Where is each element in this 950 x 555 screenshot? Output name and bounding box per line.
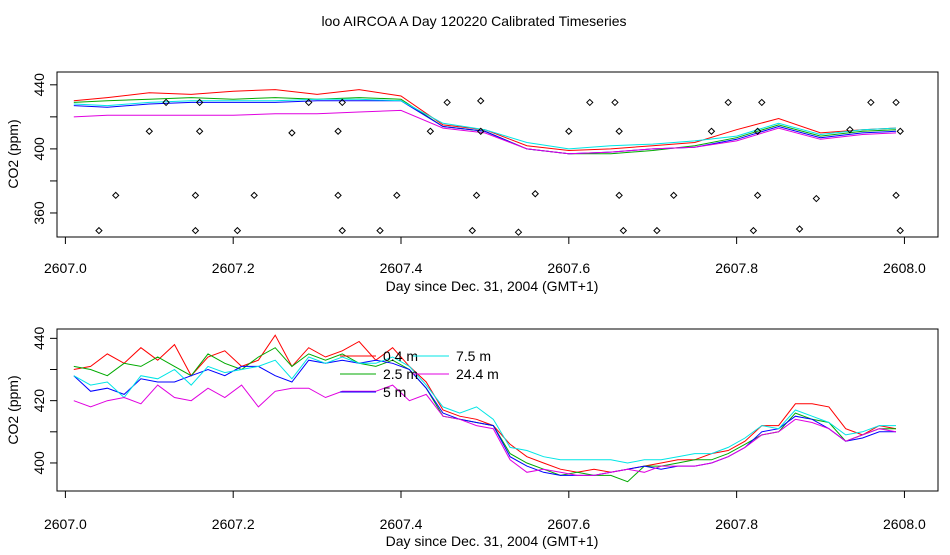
top-plot-panel: Day since Dec. 31, 2004 (GMT+1) CO2 (ppm…	[5, 71, 939, 294]
top-data-point	[195, 98, 204, 107]
top-x-tick-label: 2607.8	[715, 260, 758, 276]
bottom-series-line-5-mm	[73, 359, 896, 476]
top-data-point	[334, 191, 342, 200]
top-series-line-2-5-mm	[73, 97, 897, 155]
bottom-plot-frame	[56, 328, 939, 492]
top-y-axis-label: CO2 (ppm)	[5, 119, 21, 188]
top-data-point	[162, 98, 170, 107]
top-data-point	[376, 226, 384, 235]
top-data-point	[586, 98, 594, 107]
top-data-point	[145, 127, 154, 135]
bottom-y-axis-label: CO2 (ppm)	[5, 375, 21, 444]
top-data-point	[619, 226, 628, 235]
legend-label-2-5-mm: 2.5 m	[383, 366, 418, 382]
top-x-tick-label: 2607.2	[212, 260, 255, 276]
top-data-point	[305, 98, 313, 107]
top-series-line-7-5-mm	[73, 98, 897, 150]
top-data-point	[250, 191, 258, 200]
top-data-point	[892, 98, 900, 107]
top-data-point	[611, 98, 619, 107]
top-series-line-0-4-mm	[73, 89, 897, 152]
top-x-tick-label: 2607.6	[547, 260, 590, 276]
top-data-point	[112, 191, 120, 200]
top-y-tick-label: 400	[31, 137, 47, 161]
top-data-point	[724, 98, 732, 107]
top-data-point	[753, 127, 762, 135]
top-data-point	[334, 127, 342, 135]
bottom-y-tick-label: 420	[31, 389, 47, 413]
top-data-point	[195, 127, 204, 135]
top-data-point	[892, 191, 900, 200]
top-data-point	[615, 127, 623, 135]
top-data-point	[468, 226, 477, 235]
top-x-axis-label: Day since Dec. 31, 2004 (GMT+1)	[386, 278, 599, 294]
legend: 0.4 m 2.5 m 5 m 7.5 m 24.4 m	[340, 348, 499, 400]
bottom-x-tick-label: 2607.6	[547, 516, 590, 532]
top-data-point	[615, 191, 623, 200]
legend-label-5-mm: 5 m	[383, 384, 406, 400]
bottom-y-tick-label: 440	[31, 326, 47, 350]
top-data-point	[867, 98, 875, 107]
top-data-point	[707, 127, 716, 135]
top-data-point	[514, 228, 523, 236]
top-y-tick-label: 360	[31, 201, 47, 225]
top-data-point	[288, 129, 296, 137]
bottom-x-tick-label: 2607.8	[715, 516, 758, 532]
bottom-x-tick-label: 2607.2	[212, 516, 255, 532]
top-data-point	[191, 191, 200, 200]
top-y-tick-label: 440	[31, 73, 47, 97]
bottom-plot-panel: Day since Dec. 31, 2004 (GMT+1) CO2 (ppm…	[5, 326, 939, 549]
top-data-point	[338, 98, 346, 107]
top-data-point	[477, 97, 485, 105]
top-data-point	[758, 98, 766, 107]
top-data-point	[338, 226, 346, 235]
bottom-y-tick-label: 400	[31, 451, 47, 475]
top-data-point	[812, 194, 821, 203]
top-data-point	[896, 226, 904, 235]
top-data-point	[531, 190, 539, 198]
bottom-x-tick-label: 2607.4	[380, 516, 423, 532]
top-data-point	[426, 127, 435, 135]
top-x-tick-label: 2608.0	[883, 260, 926, 276]
bottom-x-tick-label: 2607.0	[44, 516, 87, 532]
top-data-point	[191, 226, 200, 235]
bottom-x-tick-label: 2608.0	[883, 516, 926, 532]
top-data-point	[896, 127, 904, 135]
top-data-point	[846, 125, 854, 134]
legend-label-24-4-mm: 24.4 m	[456, 366, 499, 382]
top-x-tick-label: 2607.0	[44, 260, 87, 276]
top-series-line-24-4-mm	[73, 109, 897, 155]
top-data-point	[753, 191, 762, 200]
top-data-point	[795, 225, 804, 233]
legend-label-7-5-mm: 7.5 m	[456, 348, 491, 364]
bottom-series-line-7-5-mm	[73, 356, 896, 464]
top-data-point	[443, 98, 451, 107]
top-data-point	[472, 191, 481, 200]
top-data-point	[393, 191, 401, 200]
top-data-point	[477, 127, 485, 135]
bottom-series-line-24-4-mm	[73, 384, 897, 476]
top-data-point	[233, 226, 242, 235]
top-data-point	[669, 191, 678, 200]
top-x-tick-label: 2607.4	[380, 260, 423, 276]
legend-label-0-4-mm: 0.4 m	[383, 348, 418, 364]
top-data-point	[565, 127, 573, 135]
top-plot-frame	[56, 71, 939, 238]
top-data-point	[749, 226, 758, 235]
top-series-line-5-mm	[73, 100, 897, 155]
top-data-point	[95, 226, 103, 235]
bottom-x-axis-label: Day since Dec. 31, 2004 (GMT+1)	[386, 533, 599, 549]
chart-title: loo AIRCOA A Day 120220 Calibrated Times…	[321, 13, 626, 29]
top-data-point	[653, 226, 661, 235]
